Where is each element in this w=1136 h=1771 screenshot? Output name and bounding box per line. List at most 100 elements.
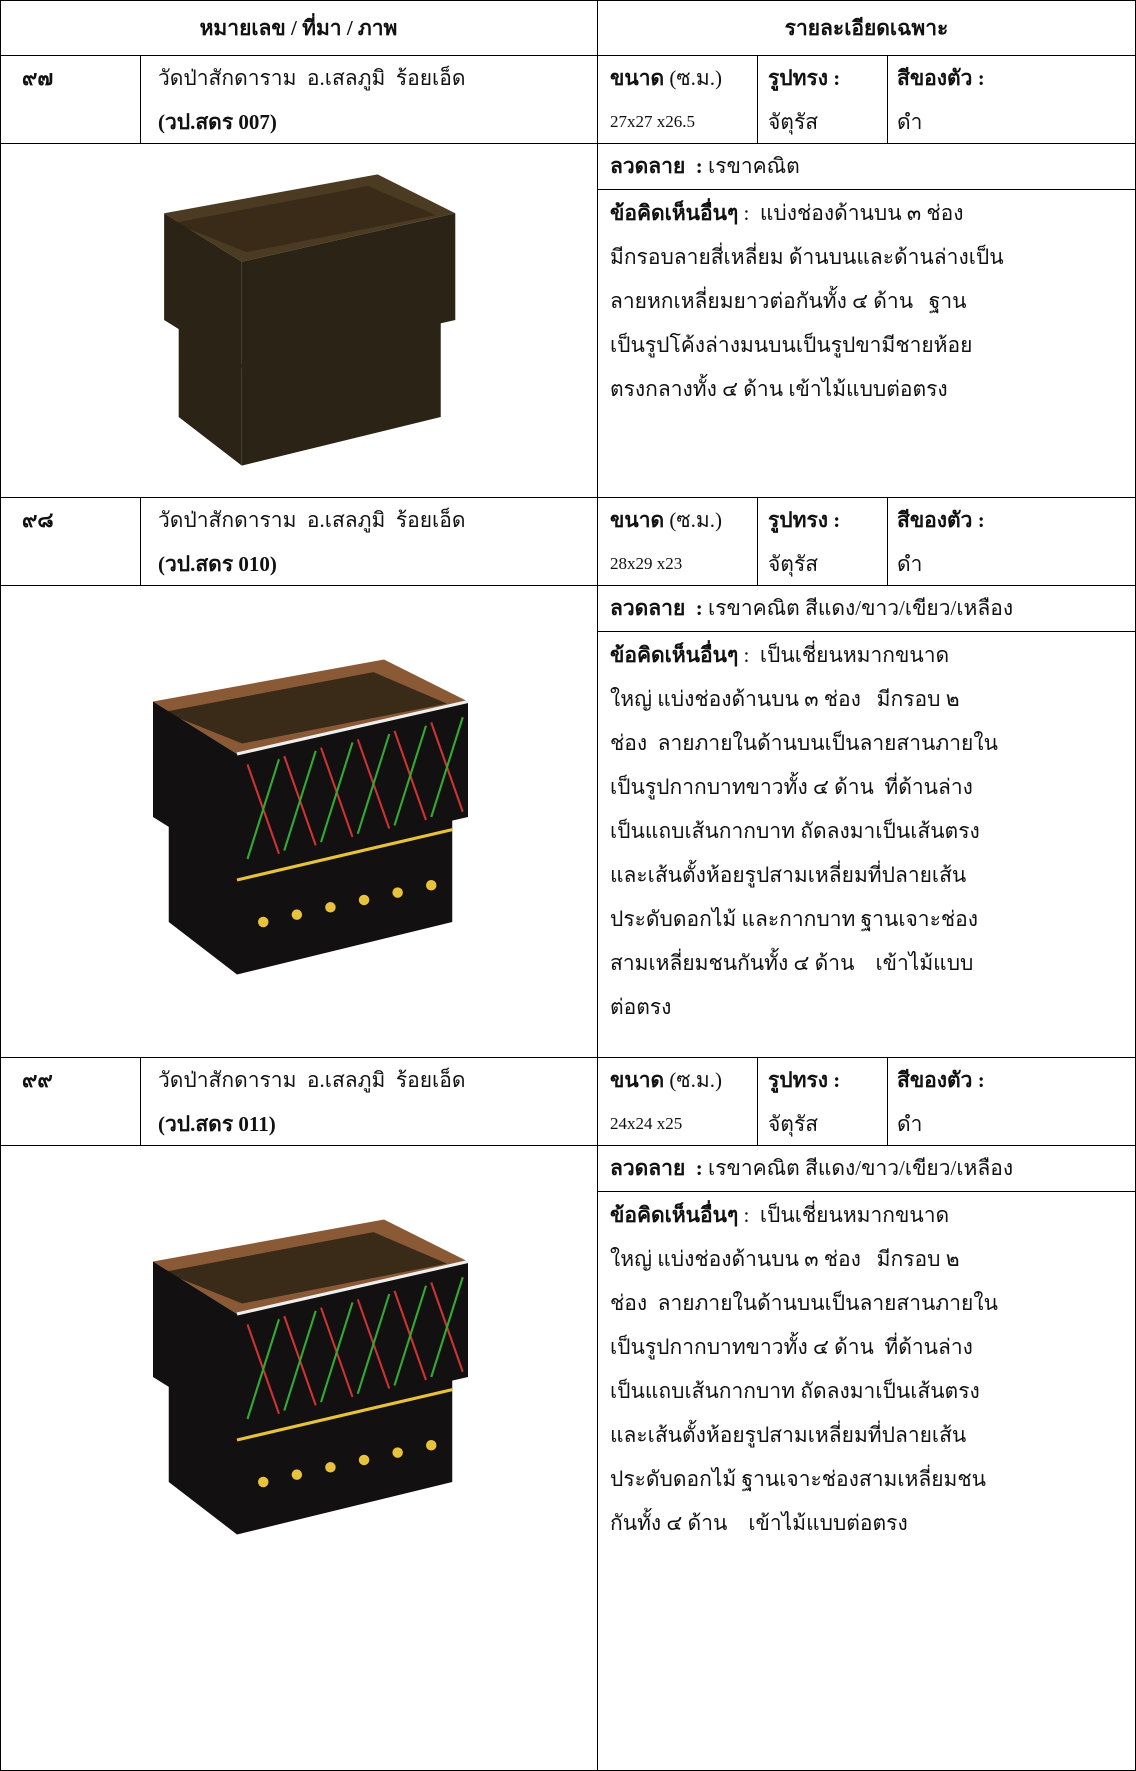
- photo-shape: [426, 1440, 437, 1451]
- color-label: สีของตัว :: [897, 66, 985, 90]
- shape-value: จัตุรัส: [768, 1112, 819, 1136]
- comment-line: สามเหลี่ยมชนกันทั้ง ๔ ด้าน เข้าไม้แบบ: [610, 951, 974, 975]
- comment-line: เป็นรูปกากบาทขาวทั้ง ๔ ด้าน ที่ด้านล่าง: [610, 775, 973, 799]
- table-cell: [0, 0, 597, 55]
- table-cell: [757, 497, 887, 585]
- photo: [153, 1219, 469, 1535]
- photo-shape: [358, 894, 370, 906]
- table-cell: [0, 55, 140, 143]
- color-label: สีของตัว :: [897, 508, 985, 532]
- photo-shape: [163, 672, 447, 744]
- photo-shape: [291, 1469, 303, 1480]
- item-code: (วป.สดร 011): [158, 1112, 276, 1136]
- comment-line: ลายหกเหลี่ยมยาวต่อกันทั้ง ๔ ด้าน ฐาน: [610, 289, 967, 313]
- photo-shape: [392, 1447, 403, 1458]
- shape-label: รูปทรง :: [768, 66, 841, 90]
- color-value: ดำ: [897, 110, 923, 134]
- photo-shape: [430, 716, 464, 818]
- size-value: 24x24 x25: [610, 1114, 683, 1133]
- comment-text: : เป็นเชี่ยนหมากขนาด: [743, 1203, 950, 1227]
- table-cell: [0, 1145, 597, 1770]
- photo-shape: [178, 320, 242, 466]
- photo-shape: [393, 725, 428, 826]
- size-label: ขนาด (ซ.ม.): [610, 498, 722, 542]
- comment-label: ข้อคิดเห็นอื่นๆ: [610, 1203, 739, 1227]
- pattern-value: เรขาคณิต สีแดง/ขาว/เขียว/เหลือง: [708, 596, 1014, 620]
- table-cell: [597, 189, 1135, 497]
- photo-shape: [283, 1310, 317, 1411]
- photo-shape: [430, 1276, 464, 1378]
- photo-shape: [392, 887, 403, 898]
- table-cell: [597, 143, 1135, 189]
- photo-shape: [426, 880, 437, 891]
- header-cell: รายละเอียดเฉพาะ: [784, 16, 949, 40]
- size-label: ขนาด (ซ.ม.): [610, 56, 722, 100]
- table-cell: [757, 1057, 887, 1145]
- comment-line: เป็นรูปโค้งล่างมนบนเป็นรูปขามีชายห้อย: [610, 333, 973, 357]
- photo-shape: [236, 1259, 469, 1316]
- photo-shape: [291, 909, 303, 920]
- size-label-bold: ขนาด: [610, 1068, 665, 1092]
- comment-line: เป็นแถบเส้นกากบาท ถัดลงมาเป็นเส้นตรง: [610, 1379, 980, 1403]
- size-value: 27x27 x26.5: [610, 112, 695, 131]
- size-label-bold: ขนาด: [610, 508, 665, 532]
- photo-shape: [393, 1285, 428, 1386]
- table-cell: [140, 55, 597, 143]
- table-cell: [597, 631, 1135, 1057]
- photo-shape: [246, 758, 281, 860]
- photo-shape: [283, 750, 317, 851]
- table-cell: [757, 55, 887, 143]
- header-cell: หมายเลข / ที่มา / ภาพ: [199, 16, 398, 40]
- photo-shape: [168, 1377, 237, 1535]
- pattern: ลวดลาย : เรขาคณิต สีแดง/ขาว/เขียว/เหลือง: [610, 1146, 1013, 1190]
- size-label: ขนาด (ซ.ม.): [610, 1058, 722, 1102]
- comment-line: ประดับดอกไม้ และกากบาท ฐานเจาะช่อง: [610, 907, 979, 931]
- item-code: (วป.สดร 007): [158, 110, 277, 134]
- photo-shape: [236, 828, 453, 882]
- table-cell: [597, 585, 1135, 631]
- size-unit: (ซ.ม.): [669, 1068, 722, 1092]
- source: วัดป่าสักดาราม อ.เสลภูมิ ร้อยเอ็ด: [158, 66, 466, 90]
- comment-line: ข้อคิดเห็นอื่นๆ : แบ่งช่องด้านบน ๓ ช่อง: [610, 191, 964, 235]
- item-number: ๙๙: [22, 1068, 53, 1092]
- photo: [164, 174, 456, 466]
- comment-line: ข้อคิดเห็นอื่นๆ : เป็นเชี่ยนหมากขนาด: [610, 633, 949, 677]
- comment-line: ข้อคิดเห็นอื่นๆ : เป็นเชี่ยนหมากขนาด: [610, 1193, 949, 1237]
- photo-shape: [246, 1318, 281, 1420]
- comment-text: : แบ่งช่องด้านบน ๓ ช่อง: [743, 201, 964, 225]
- table-cell: [597, 497, 757, 585]
- comment-label: ข้อคิดเห็นอื่นๆ: [610, 643, 739, 667]
- item-code: (วป.สดร 010): [158, 552, 277, 576]
- size-value: 28x29 x23: [610, 554, 683, 573]
- color-value: ดำ: [897, 1112, 923, 1136]
- comment-line: เป็นรูปกากบาทขาวทั้ง ๔ ด้าน ที่ด้านล่าง: [610, 1335, 973, 1359]
- photo-shape: [325, 1462, 336, 1473]
- pattern-value: เรขาคณิต สีแดง/ขาว/เขียว/เหลือง: [708, 1156, 1014, 1180]
- photo-shape: [237, 1374, 453, 1535]
- photo-shape: [319, 1302, 354, 1403]
- comment-line: และเส้นตั้งห้อยรูปสามเหลี่ยมที่ปลายเส้น: [610, 863, 967, 887]
- pattern-label: ลวดลาย :: [610, 154, 703, 178]
- comment-text: : เป็นเชี่ยนหมากขนาด: [743, 643, 950, 667]
- table-cell: [597, 1145, 1135, 1191]
- table-cell: [0, 1057, 140, 1145]
- comment-line: ประดับดอกไม้ ฐานเจาะช่องสามเหลี่ยมชน: [610, 1467, 986, 1491]
- source: วัดป่าสักดาราม อ.เสลภูมิ ร้อยเอ็ด: [158, 508, 466, 532]
- shape-value: จัตุรัส: [768, 110, 819, 134]
- color-label: สีของตัว :: [897, 1068, 985, 1092]
- shape-label: รูปทรง :: [768, 1068, 841, 1092]
- comment-line: เป็นแถบเส้นกากบาท ถัดลงมาเป็นเส้นตรง: [610, 819, 980, 843]
- comment-line: มีกรอบลายสี่เหลี่ยม ด้านบนและด้านล่างเป็…: [610, 245, 1004, 269]
- table-cell: [597, 55, 757, 143]
- pattern-value: เรขาคณิต: [708, 154, 800, 178]
- comment-line: ช่อง ลายภายในด้านบนเป็นลายสานภายใน: [610, 731, 998, 755]
- photo-shape: [236, 699, 469, 756]
- photo-shape: [258, 916, 269, 928]
- table-cell: [140, 1057, 597, 1145]
- photo-shape: [356, 1293, 391, 1395]
- pattern-label: ลวดลาย :: [610, 596, 703, 620]
- table-cell: [597, 1057, 757, 1145]
- table-cell: [0, 497, 140, 585]
- comment-line: กันทั้ง ๔ ด้าน เข้าไม้แบบต่อตรง: [610, 1511, 908, 1535]
